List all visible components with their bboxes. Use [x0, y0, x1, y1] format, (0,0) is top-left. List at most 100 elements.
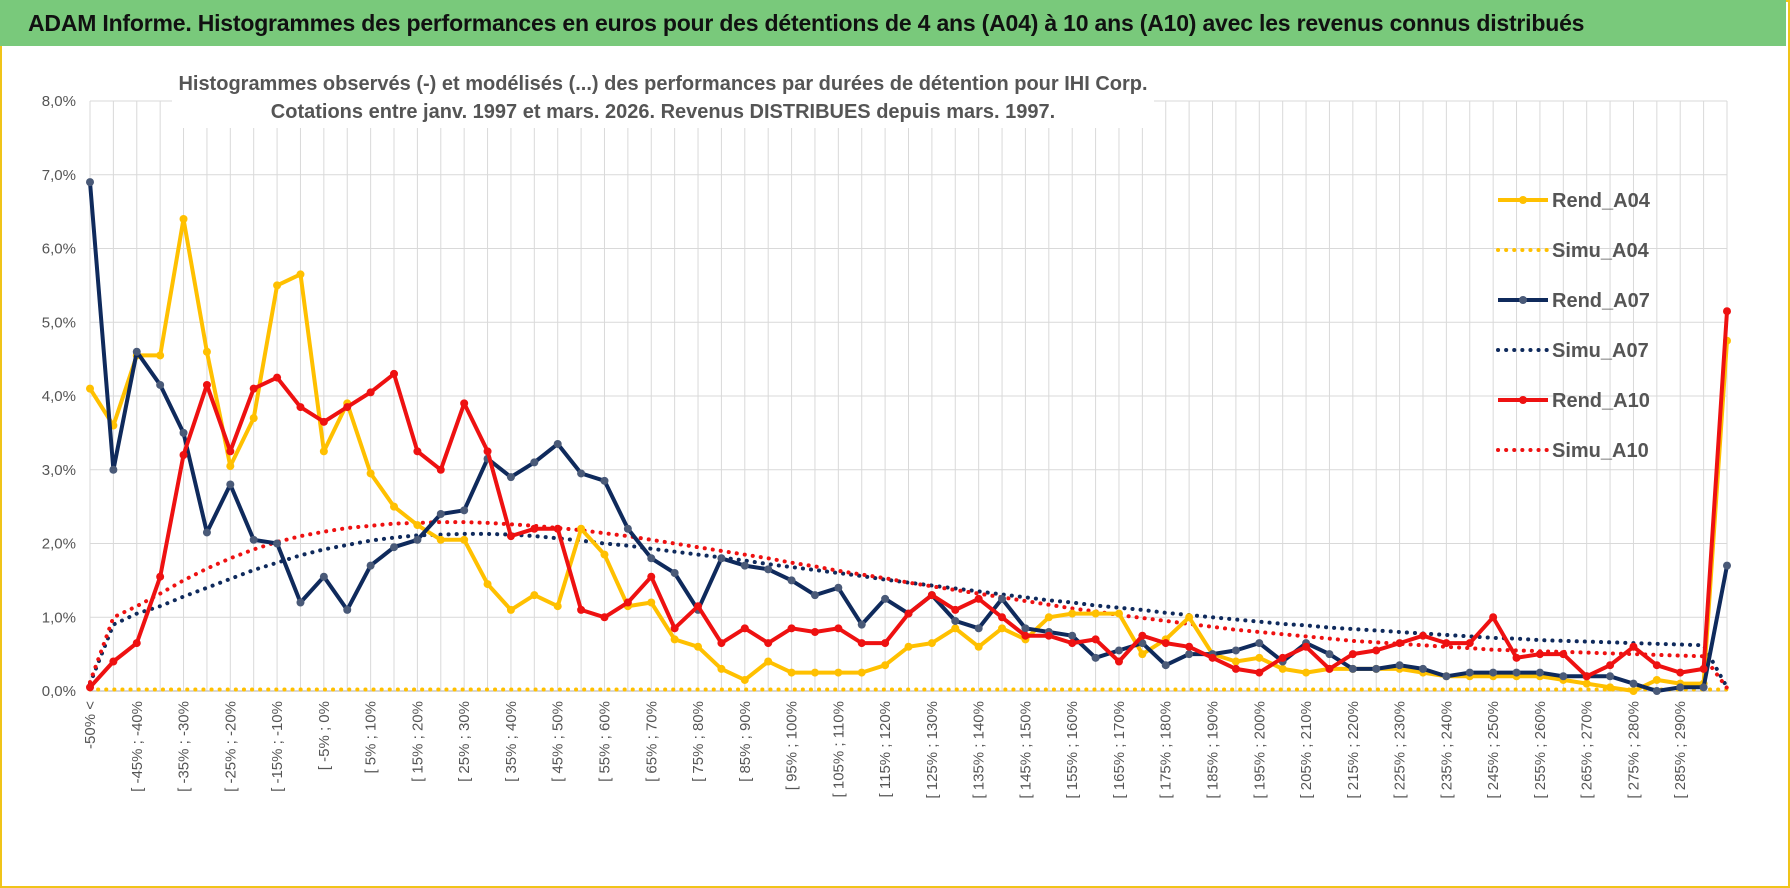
series-rend-a10-point	[1442, 639, 1451, 648]
series-rend-a10-point	[1302, 642, 1311, 651]
series-rend-a04-point	[249, 414, 258, 423]
series-rend-a10-point	[1723, 307, 1731, 316]
series-rend-a07-point	[1723, 561, 1731, 570]
x-tick-label: [ 235% ; 240%	[1438, 701, 1455, 799]
x-tick-label: [ 85% ; 90%	[737, 701, 754, 782]
series-rend-a04-point	[881, 661, 890, 670]
series-rend-a10-point	[1161, 639, 1170, 648]
x-tick-label: [ -5% ; 0%	[316, 701, 333, 770]
legend-rend-a07-marker	[1519, 296, 1527, 304]
x-tick-label: [ 165% ; 170%	[1111, 701, 1128, 799]
series-rend-a07-point	[366, 561, 375, 570]
series-rend-a10-point	[156, 572, 165, 581]
x-tick-label: [ -25% ; -20%	[222, 701, 239, 792]
series-rend-a04-point	[436, 535, 445, 544]
series-rend-a07-point	[787, 576, 796, 585]
series-rend-a07-point	[1021, 624, 1030, 633]
series-rend-a04-point	[1278, 664, 1287, 673]
x-tick-label: [ 245% ; 250%	[1485, 701, 1502, 799]
x-tick-label: [ 5% ; 10%	[363, 701, 380, 774]
series-rend-a07-point	[1676, 683, 1685, 692]
series-rend-a10-point	[1418, 631, 1427, 640]
series-rend-a04-point	[1091, 609, 1100, 618]
series-rend-a07-point	[998, 594, 1007, 603]
series-rend-a04-point	[1138, 650, 1147, 659]
series-rend-a07-point	[1325, 650, 1334, 659]
x-tick-label: [ -45% ; -40%	[129, 701, 146, 792]
series-rend-a07-point	[179, 428, 188, 437]
series-rend-a10-point	[132, 639, 141, 648]
y-tick-label: 7,0%	[42, 167, 76, 184]
series-rend-a04-point	[927, 639, 936, 648]
series-rend-a10-point	[694, 602, 703, 611]
series-rend-a10-point	[483, 447, 492, 456]
series-rend-a10-point	[1114, 657, 1123, 666]
series-rend-a04-point	[1044, 613, 1053, 622]
legend-rend-a10-marker	[1519, 396, 1527, 404]
series-rend-a04-point	[1185, 613, 1194, 622]
series-rend-a07-point	[249, 535, 258, 544]
series-rend-a04-point	[530, 591, 539, 600]
series-rend-a07-point	[974, 624, 983, 633]
series-rend-a04-point	[577, 524, 586, 533]
series-rend-a10-point	[1068, 639, 1077, 648]
series-rend-a07-point	[1091, 653, 1100, 662]
series-rend-a07-point	[109, 465, 118, 474]
series-rend-a04-point	[857, 668, 866, 677]
series-rend-a10-point	[436, 465, 445, 474]
x-axis: -50% < [ -45% ; -40% [ -35% ; -30% [ -25% ;…	[82, 701, 1689, 799]
x-tick-label: [ 215% ; 220%	[1345, 701, 1362, 799]
x-tick-label: [ 175% ; 180%	[1158, 701, 1175, 799]
legend-rend-a04-marker	[1519, 196, 1527, 204]
series-rend-a10-point	[390, 369, 399, 378]
series-rend-a04-point	[413, 521, 422, 530]
series-rend-a10-point	[530, 524, 539, 533]
series-rend-a10-point	[553, 524, 562, 533]
series-rend-a04-point	[1606, 683, 1615, 692]
series-rend-a10-point	[179, 451, 188, 459]
series-rend-a07-point	[881, 594, 890, 603]
series-rend-a04-point	[202, 347, 211, 356]
series-rend-a04-point	[810, 668, 819, 677]
series-rend-a10-point	[1395, 639, 1404, 648]
series-rend-a10-point	[787, 624, 796, 633]
series-rend-a10-point	[1699, 664, 1708, 673]
series-rend-a10-point	[460, 399, 469, 408]
series-rend-a10-point	[1465, 639, 1474, 648]
x-tick-label: [ 105% ; 110%	[830, 701, 847, 797]
series-rend-a07-point	[296, 598, 305, 607]
legend-rend-a04-label: Rend_A04	[1552, 190, 1651, 212]
series-rend-a10-point	[927, 591, 936, 600]
page-title: ADAM Informe. Histogrammes des performan…	[28, 9, 1585, 36]
series-rend-a07-point	[623, 524, 632, 533]
series-rend-a04-point	[1068, 609, 1077, 618]
series-rend-a10-point	[857, 639, 866, 648]
series-rend-a10-point	[366, 388, 375, 397]
series-rend-a10-point	[249, 384, 258, 393]
series-rend-a04-point	[1629, 687, 1638, 695]
series-rend-a04-point	[974, 642, 983, 651]
x-tick-label: [ -35% ; -30%	[176, 701, 193, 792]
y-tick-label: 1,0%	[42, 609, 76, 626]
x-tick-label: [ 195% ; 200%	[1251, 701, 1268, 799]
series-rend-a07-point	[202, 528, 211, 537]
series-rend-a10-point	[1044, 631, 1053, 640]
series-rend-a10-point	[296, 403, 305, 412]
series-rend-a07-point	[132, 347, 141, 356]
series-rend-a04-point	[1255, 653, 1264, 662]
legend: Rend_A04 Simu_A04 Rend_A07 Simu_A07 Rend_A10…	[1496, 190, 1651, 462]
series-rend-a07-point	[1395, 661, 1404, 670]
x-tick-label: [ 265% ; 270%	[1579, 701, 1596, 799]
series-rend-a04-point	[390, 502, 399, 511]
series-rend-a07-point	[1652, 687, 1661, 695]
y-tick-label: 5,0%	[42, 314, 76, 331]
x-tick-label: -50% <	[82, 701, 99, 749]
series-rend-a04-point	[998, 624, 1007, 633]
series-rend-a10-point	[1512, 653, 1521, 662]
series-rend-a04-point	[1302, 668, 1311, 677]
series-rend-a04-point	[717, 664, 726, 673]
series-rend-a10-point	[1325, 664, 1334, 673]
y-axis: 0,0% 1,0% 2,0% 3,0% 4,0% 5,0% 6,0% 7,0% 8,0%	[42, 93, 76, 700]
x-tick-label: [ 125% ; 130%	[924, 701, 941, 799]
